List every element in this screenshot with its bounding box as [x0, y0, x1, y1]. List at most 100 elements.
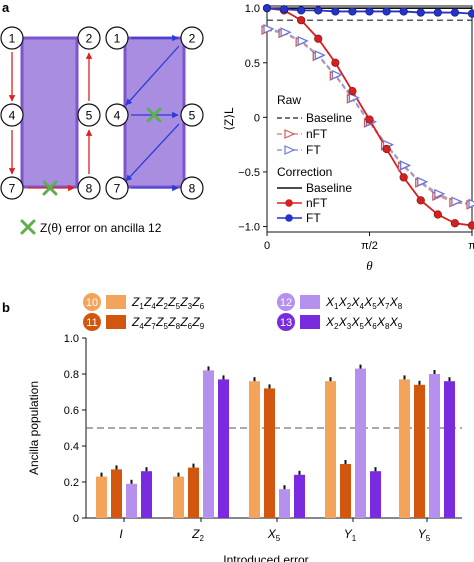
raw-ft-point: [417, 176, 429, 187]
legend-swatch: [106, 315, 126, 329]
raw-ft-point: [348, 92, 361, 103]
y-tick-label: 0.6: [64, 405, 79, 417]
series-badge-label: 12: [280, 297, 292, 309]
raw-ft-point: [468, 198, 474, 209]
series-badge-label: 10: [86, 297, 98, 309]
bar: [429, 374, 440, 518]
node-r7: 7: [105, 176, 129, 200]
legend-raw-ft-label: FT: [306, 143, 321, 157]
bar: [340, 464, 351, 518]
node-label: 5: [86, 109, 93, 123]
bar: [370, 471, 381, 518]
y-tick-label: 1.0: [64, 333, 79, 345]
node-label: 4: [114, 109, 121, 123]
legend-correction-title: Correction: [277, 165, 332, 179]
green-x-icon: [146, 107, 162, 123]
node-l8: 8: [77, 176, 101, 200]
node-r4: 4: [105, 103, 129, 127]
correction-ft-point: [348, 7, 357, 16]
correction-ft-point: [297, 6, 306, 15]
correction-nft-point: [297, 16, 306, 25]
bar: [111, 469, 122, 518]
bar: [294, 474, 305, 518]
legend-correction-baseline-label: Baseline: [306, 181, 352, 195]
node-label: 7: [114, 182, 121, 196]
bar: [414, 384, 425, 518]
legend-raw-baseline-label: Baseline: [306, 111, 352, 125]
node-label: 5: [189, 109, 196, 123]
raw-ft-point: [400, 160, 412, 171]
bar: [141, 471, 152, 518]
correction-nft-point: [433, 210, 442, 219]
bar: [444, 381, 455, 518]
x-tick-label: π: [468, 240, 474, 252]
bar: [399, 379, 410, 518]
y-axis-label: ⟨Z⟩L: [222, 107, 236, 131]
raw-ft-point: [263, 23, 275, 34]
correction-nft-point: [382, 144, 391, 154]
series-badge: [277, 293, 295, 311]
y-axis-label: Ancilla population: [27, 381, 41, 475]
correction-nft-point: [331, 58, 340, 67]
raw-ft-point: [280, 27, 292, 38]
legend-raw-nft-marker: [284, 129, 296, 139]
correction-nft-point: [314, 34, 323, 43]
node-label: 1: [9, 32, 16, 46]
node-l2: 2: [77, 26, 101, 50]
y-tick-label: 1.0: [245, 3, 260, 15]
legend-correction-ft-label: FT: [306, 211, 321, 225]
x-tick-label: Y5: [418, 527, 431, 543]
x-tick-label: 0: [264, 240, 270, 252]
legend-swatch: [300, 315, 320, 329]
bar-chart: 0 0.2 0.4 0.6 0.8 1.0 Ancilla population Introd…: [27, 293, 462, 562]
raw-ft-point: [331, 69, 343, 80]
legend-label: X1 X2 X4 X5 X7 X8: [325, 295, 403, 311]
y-tick-label: 0.4: [64, 441, 79, 453]
correction-nft-point: [365, 115, 374, 124]
node-l7: 7: [0, 176, 24, 200]
bar: [96, 476, 107, 518]
node-label: 7: [9, 182, 16, 196]
y-tick-label: 0.8: [64, 369, 79, 381]
node-r5: 5: [180, 103, 204, 127]
x-tick-label: Z2: [191, 527, 204, 543]
x-axis-label: θ: [366, 258, 373, 273]
node-label: 8: [189, 182, 196, 196]
green-x-icon: [20, 219, 36, 235]
node-label: 2: [189, 32, 196, 46]
raw-ft-point: [297, 35, 309, 46]
legend-swatch: [300, 295, 320, 309]
correction-ft-point: [399, 7, 408, 16]
correction-nft-point: [348, 87, 357, 96]
x-tick-label: π/2: [361, 240, 378, 252]
node-r2: 2: [180, 26, 204, 50]
raw-ft-point: [434, 188, 446, 199]
bar: [218, 379, 229, 518]
x-tick-label: I: [119, 527, 123, 541]
node-l5: 5: [77, 103, 101, 127]
node-label: 2: [86, 32, 93, 46]
x-tick-label: Y1: [344, 527, 357, 543]
bar: [279, 489, 290, 518]
y-tick-label: −0.5: [238, 167, 260, 179]
correction-ft-point: [279, 5, 289, 14]
legend-label: X2 X3 X5 X6 X8 X9: [325, 315, 403, 331]
correction-ft-point: [314, 6, 323, 15]
series-badge: [277, 313, 295, 331]
y-tick-label: 0: [73, 513, 79, 525]
left-plaquette: [20, 36, 79, 189]
lattice-legend-text: Z(θ) error on ancilla 12: [40, 221, 162, 235]
legend-raw-nft-label: nFT: [306, 127, 328, 141]
node-label: 8: [86, 182, 93, 196]
panel-label-b: b: [2, 300, 10, 315]
bar: [126, 483, 137, 518]
x-tick-label: X5: [267, 527, 281, 543]
node-l4: 4: [0, 103, 24, 127]
series-badge-label: 11: [86, 317, 97, 329]
correction-ft-point: [433, 8, 442, 17]
correction-ft-point: [416, 8, 425, 17]
node-r1: 1: [105, 26, 129, 50]
series-badge-label: 13: [280, 317, 292, 329]
correction-nft-point: [399, 173, 408, 182]
correction-ft-point: [382, 7, 391, 16]
